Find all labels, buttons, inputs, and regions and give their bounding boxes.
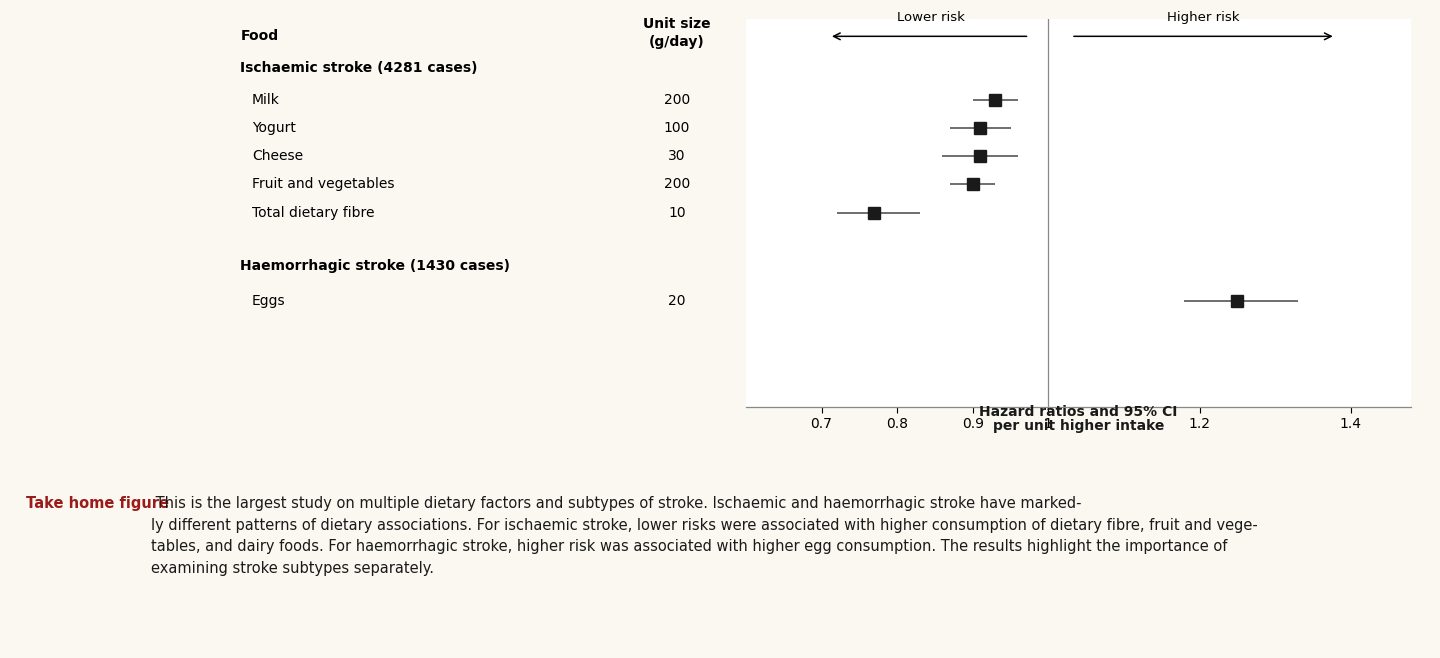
Text: Unit size
(g/day): Unit size (g/day)	[644, 17, 710, 49]
Text: Food: Food	[240, 30, 278, 43]
Text: 200: 200	[664, 178, 690, 191]
Text: Total dietary fibre: Total dietary fibre	[252, 206, 374, 220]
Text: Higher risk: Higher risk	[1166, 11, 1240, 24]
Text: 100: 100	[664, 121, 690, 135]
Text: Lower risk: Lower risk	[897, 11, 965, 24]
Text: 200: 200	[664, 93, 690, 107]
Text: This is the largest study on multiple dietary factors and subtypes of stroke. Is: This is the largest study on multiple di…	[151, 496, 1259, 576]
Text: Eggs: Eggs	[252, 294, 285, 308]
Text: Cheese: Cheese	[252, 149, 304, 163]
Text: Fruit and vegetables: Fruit and vegetables	[252, 178, 395, 191]
Text: per unit higher intake: per unit higher intake	[992, 419, 1165, 433]
Text: Hazard ratios and 95% CI: Hazard ratios and 95% CI	[979, 405, 1178, 418]
Text: Take home figure: Take home figure	[26, 496, 168, 511]
Text: Yogurt: Yogurt	[252, 121, 295, 135]
Text: 30: 30	[668, 149, 685, 163]
Text: Milk: Milk	[252, 93, 279, 107]
Text: Ischaemic stroke (4281 cases): Ischaemic stroke (4281 cases)	[240, 61, 478, 75]
Text: 20: 20	[668, 294, 685, 308]
Text: Haemorrhagic stroke (1430 cases): Haemorrhagic stroke (1430 cases)	[240, 259, 511, 272]
Text: 10: 10	[668, 206, 685, 220]
